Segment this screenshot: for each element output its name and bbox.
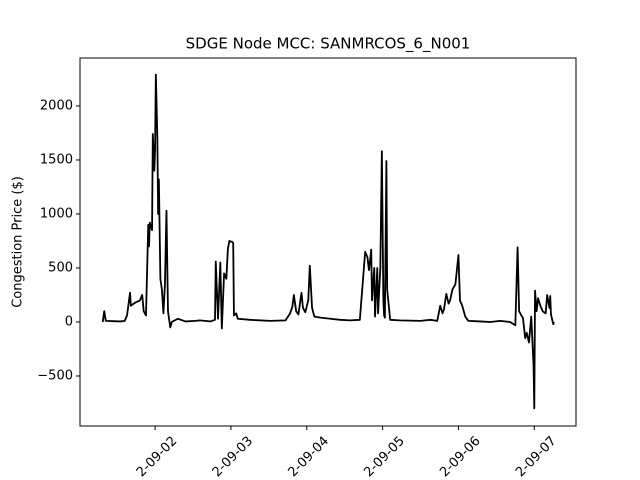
y-tick-label: 2000 [40, 98, 73, 113]
y-tick-label: 1500 [40, 152, 73, 167]
x-tick-label: 2-09-05 [361, 434, 407, 480]
x-tick-label: 2-09-06 [437, 434, 483, 480]
x-tick-label: 2-09-02 [134, 434, 180, 480]
x-tick-label: 2-09-07 [513, 434, 559, 480]
y-tick-label: −500 [37, 368, 73, 383]
x-tick-label: 2-09-04 [286, 434, 332, 480]
y-tick-label: 1000 [40, 206, 73, 221]
plot-frame [79, 57, 577, 427]
chart-title: SDGE Node MCC: SANMRCOS_6_N001 [186, 35, 471, 54]
y-tick-label: 0 [65, 314, 73, 329]
y-tick-label: 500 [48, 260, 73, 275]
x-tick-label: 2-09-03 [210, 434, 256, 480]
data-line [101, 73, 555, 410]
y-axis-label: Congestion Price ($) [11, 176, 26, 308]
